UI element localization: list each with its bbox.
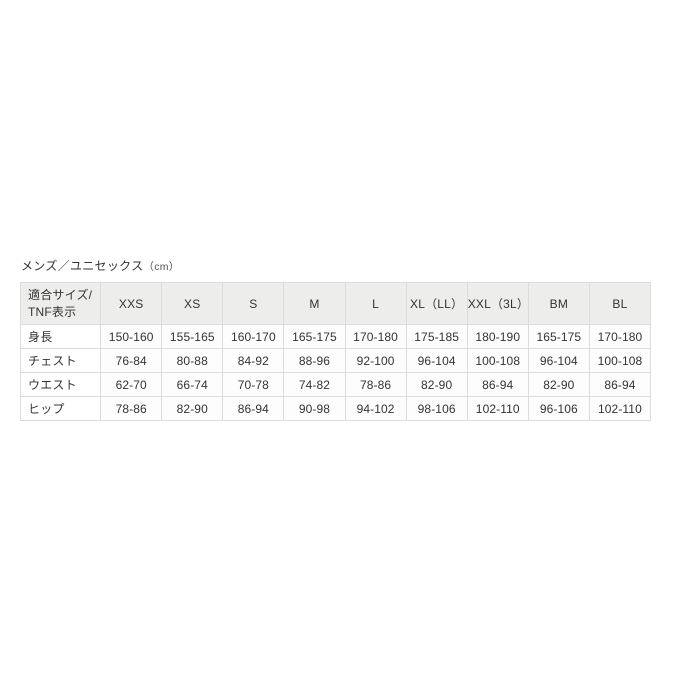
cell-height-m: 165-175 (283, 324, 346, 349)
column-header-xxl: XXL（3L） (466, 282, 529, 325)
size-chart-caption: メンズ／ユニセックス（cm） (21, 258, 652, 275)
table-row: ウエスト 62-70 66-74 70-78 74-82 78-86 82-90… (19, 372, 652, 397)
table-body: 身長 150-160 155-165 160-170 165-175 170-1… (19, 324, 652, 421)
cell-hip-bl: 102-110 (588, 396, 652, 421)
cell-waist-bm: 82-90 (527, 372, 590, 397)
cell-waist-xxs: 62-70 (100, 372, 163, 397)
cell-chest-xxl: 100-108 (466, 348, 529, 373)
cell-height-xxs: 150-160 (100, 324, 163, 349)
cell-height-bm: 165-175 (527, 324, 590, 349)
cell-hip-m: 90-98 (283, 396, 346, 421)
size-chart-table: 適合サイズ/ TNF表示 XXS XS S M L XL（LL） XXL（3L）… (19, 282, 652, 421)
table-row: ヒップ 78-86 82-90 86-94 90-98 94-102 98-10… (19, 396, 652, 421)
column-header-bm: BM (527, 282, 590, 325)
cell-height-s: 160-170 (222, 324, 285, 349)
column-header-xs: XS (161, 282, 224, 325)
row-header-hip: ヒップ (19, 396, 102, 421)
size-chart-block: メンズ／ユニセックス（cm） 適合サイズ/ TNF表示 XXS XS S M L… (19, 258, 652, 421)
cell-waist-l: 78-86 (344, 372, 407, 397)
cell-height-bl: 170-180 (588, 324, 652, 349)
cell-chest-xxs: 76-84 (100, 348, 163, 373)
table-row: チェスト 76-84 80-88 84-92 88-96 92-100 96-1… (19, 348, 652, 373)
row-header-chest: チェスト (19, 348, 102, 373)
column-header-l: L (344, 282, 407, 325)
cell-chest-l: 92-100 (344, 348, 407, 373)
corner-label-line2: TNF表示 (28, 304, 77, 319)
cell-hip-xxs: 78-86 (100, 396, 163, 421)
cell-hip-bm: 96-106 (527, 396, 590, 421)
corner-label-line1: 適合サイズ/ (28, 287, 93, 302)
column-header-bl: BL (588, 282, 652, 325)
cell-hip-xs: 82-90 (161, 396, 224, 421)
cell-waist-s: 70-78 (222, 372, 285, 397)
cell-height-xs: 155-165 (161, 324, 224, 349)
cell-waist-bl: 86-94 (588, 372, 652, 397)
cell-height-xl: 175-185 (405, 324, 468, 349)
table-header-row: 適合サイズ/ TNF表示 XXS XS S M L XL（LL） XXL（3L）… (19, 282, 652, 325)
column-header-xl: XL（LL） (405, 282, 468, 325)
cell-hip-xxl: 102-110 (466, 396, 529, 421)
table-row: 身長 150-160 155-165 160-170 165-175 170-1… (19, 324, 652, 349)
size-chart-caption-text: メンズ／ユニセックス (21, 259, 144, 273)
row-header-height: 身長 (19, 324, 102, 349)
cell-chest-bm: 96-104 (527, 348, 590, 373)
column-header-xxs: XXS (100, 282, 163, 325)
cell-waist-m: 74-82 (283, 372, 346, 397)
cell-chest-bl: 100-108 (588, 348, 652, 373)
table-header: 適合サイズ/ TNF表示 XXS XS S M L XL（LL） XXL（3L）… (19, 282, 652, 325)
cell-waist-xs: 66-74 (161, 372, 224, 397)
column-header-s: S (222, 282, 285, 325)
table-corner-header: 適合サイズ/ TNF表示 (19, 282, 102, 325)
row-header-waist: ウエスト (19, 372, 102, 397)
cell-hip-xl: 98-106 (405, 396, 468, 421)
cell-hip-s: 86-94 (222, 396, 285, 421)
cell-height-xxl: 180-190 (466, 324, 529, 349)
cell-waist-xxl: 86-94 (466, 372, 529, 397)
cell-chest-s: 84-92 (222, 348, 285, 373)
cell-waist-xl: 82-90 (405, 372, 468, 397)
size-chart-caption-unit: （cm） (143, 261, 180, 273)
cell-height-l: 170-180 (344, 324, 407, 349)
cell-chest-xl: 96-104 (405, 348, 468, 373)
cell-chest-xs: 80-88 (161, 348, 224, 373)
cell-chest-m: 88-96 (283, 348, 346, 373)
cell-hip-l: 94-102 (344, 396, 407, 421)
column-header-m: M (283, 282, 346, 325)
